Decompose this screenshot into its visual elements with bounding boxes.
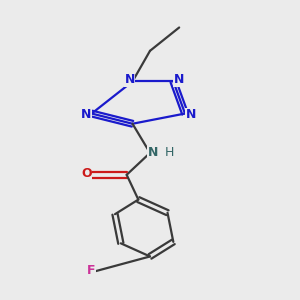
Text: F: F — [86, 264, 95, 277]
Text: N: N — [173, 74, 184, 86]
Text: O: O — [81, 167, 92, 180]
Text: N: N — [81, 109, 91, 122]
Text: N: N — [148, 146, 158, 158]
Text: H: H — [164, 146, 174, 158]
Text: N: N — [124, 74, 135, 86]
Text: N: N — [186, 109, 196, 122]
